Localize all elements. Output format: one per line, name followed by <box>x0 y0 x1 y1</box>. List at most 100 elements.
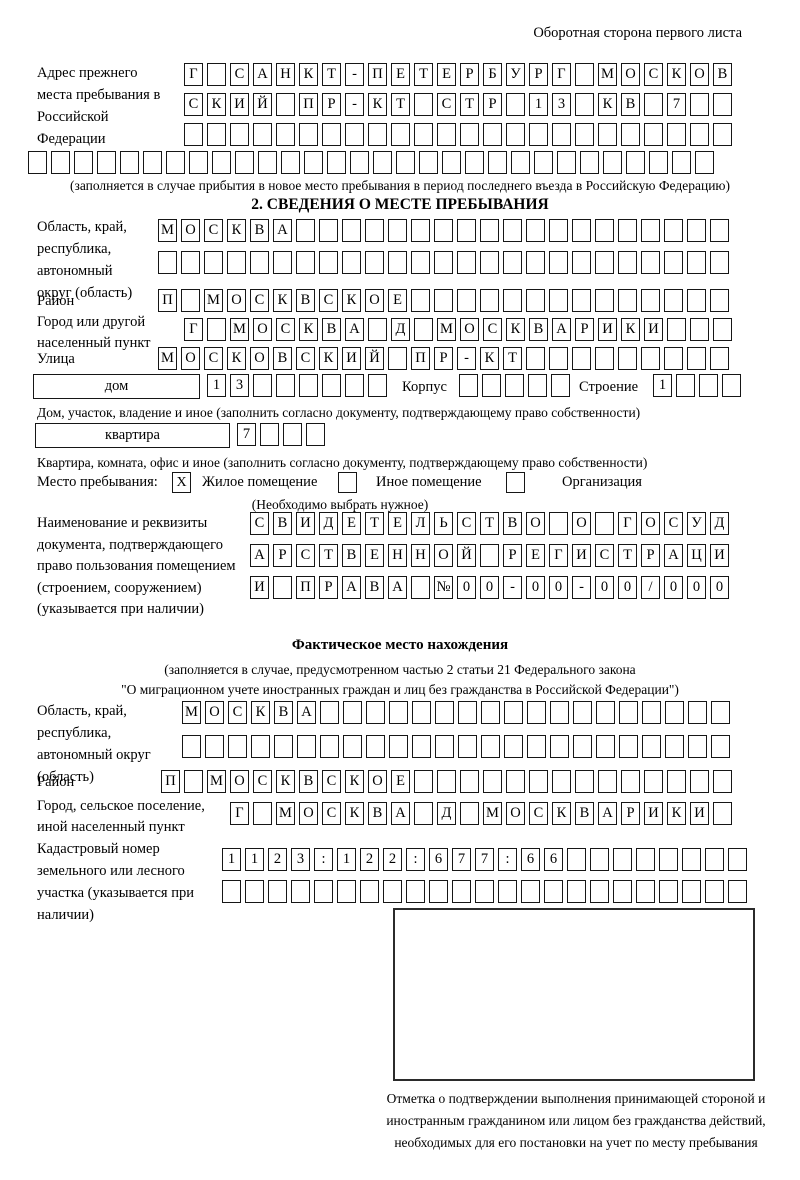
char-cell[interactable]: О <box>526 512 545 535</box>
char-cell[interactable]: : <box>498 848 517 871</box>
char-cell[interactable]: 6 <box>429 848 448 871</box>
char-cell[interactable]: Р <box>322 93 341 116</box>
char-cell[interactable]: Е <box>437 63 456 86</box>
char-cell[interactable] <box>613 848 632 871</box>
char-cell[interactable] <box>644 123 663 146</box>
char-cell[interactable]: Т <box>618 544 637 567</box>
char-cell[interactable] <box>482 374 501 397</box>
char-cell[interactable]: Г <box>549 544 568 567</box>
char-cell[interactable]: Б <box>483 63 502 86</box>
char-cell[interactable]: В <box>368 802 387 825</box>
char-cell[interactable]: В <box>365 576 384 599</box>
char-cell[interactable]: К <box>552 802 571 825</box>
char-cell[interactable] <box>667 318 686 341</box>
char-cell[interactable] <box>687 347 706 370</box>
char-cell[interactable] <box>342 219 361 242</box>
char-cell[interactable] <box>458 735 477 758</box>
char-cell[interactable] <box>388 219 407 242</box>
char-cell[interactable]: С <box>483 318 502 341</box>
char-cell[interactable] <box>687 289 706 312</box>
char-cell[interactable] <box>181 251 200 274</box>
char-cell[interactable]: 0 <box>664 576 683 599</box>
char-cell[interactable]: П <box>161 770 180 793</box>
char-cell[interactable] <box>690 318 709 341</box>
char-cell[interactable] <box>434 219 453 242</box>
char-cell[interactable] <box>572 347 591 370</box>
char-cell[interactable]: П <box>296 576 315 599</box>
char-cell[interactable]: Т <box>460 93 479 116</box>
char-cell[interactable] <box>659 848 678 871</box>
char-cell[interactable] <box>253 123 272 146</box>
char-cell[interactable] <box>549 289 568 312</box>
char-cell[interactable]: С <box>230 63 249 86</box>
char-cell[interactable] <box>619 701 638 724</box>
char-cell[interactable]: 3 <box>552 93 571 116</box>
char-cell[interactable]: Д <box>391 318 410 341</box>
char-cell[interactable] <box>641 347 660 370</box>
char-cell[interactable] <box>529 123 548 146</box>
char-cell[interactable] <box>641 289 660 312</box>
char-cell[interactable] <box>343 701 362 724</box>
char-cell[interactable] <box>207 63 226 86</box>
char-cell[interactable] <box>504 701 523 724</box>
char-cell[interactable] <box>728 848 747 871</box>
char-cell[interactable] <box>573 701 592 724</box>
char-cell[interactable]: 1 <box>653 374 672 397</box>
char-cell[interactable]: Г <box>618 512 637 535</box>
char-cell[interactable] <box>534 151 553 174</box>
char-cell[interactable] <box>619 735 638 758</box>
char-cell[interactable] <box>544 880 563 903</box>
char-cell[interactable] <box>526 289 545 312</box>
char-cell[interactable]: В <box>322 318 341 341</box>
char-cell[interactable] <box>411 219 430 242</box>
char-cell[interactable]: С <box>529 802 548 825</box>
char-cell[interactable] <box>644 770 663 793</box>
char-cell[interactable] <box>273 251 292 274</box>
char-cell[interactable]: И <box>572 544 591 567</box>
char-cell[interactable]: И <box>250 576 269 599</box>
char-cell[interactable]: С <box>276 318 295 341</box>
char-cell[interactable] <box>690 770 709 793</box>
char-cell[interactable]: 3 <box>230 374 249 397</box>
char-cell[interactable] <box>273 576 292 599</box>
char-cell[interactable] <box>688 701 707 724</box>
char-cell[interactable] <box>644 93 663 116</box>
char-cell[interactable] <box>682 880 701 903</box>
char-cell[interactable]: Д <box>319 512 338 535</box>
char-cell[interactable]: С <box>644 63 663 86</box>
char-cell[interactable]: О <box>205 701 224 724</box>
char-cell[interactable]: А <box>297 701 316 724</box>
char-cell[interactable] <box>419 151 438 174</box>
char-cell[interactable]: А <box>664 544 683 567</box>
char-cell[interactable] <box>297 735 316 758</box>
char-cell[interactable]: О <box>365 289 384 312</box>
char-cell[interactable]: К <box>480 347 499 370</box>
char-cell[interactable] <box>429 880 448 903</box>
char-cell[interactable]: 6 <box>521 848 540 871</box>
char-cell[interactable] <box>595 347 614 370</box>
dom-type-field[interactable]: дом <box>33 374 200 399</box>
char-cell[interactable] <box>551 374 570 397</box>
char-cell[interactable]: С <box>204 219 223 242</box>
char-cell[interactable]: - <box>457 347 476 370</box>
char-cell[interactable] <box>511 151 530 174</box>
char-cell[interactable] <box>296 251 315 274</box>
char-cell[interactable]: Е <box>391 770 410 793</box>
char-cell[interactable] <box>212 151 231 174</box>
char-cell[interactable] <box>184 770 203 793</box>
char-cell[interactable]: 1 <box>337 848 356 871</box>
char-cell[interactable] <box>613 880 632 903</box>
char-cell[interactable]: Е <box>388 289 407 312</box>
char-cell[interactable] <box>590 880 609 903</box>
char-cell[interactable] <box>572 251 591 274</box>
char-cell[interactable]: П <box>158 289 177 312</box>
char-cell[interactable]: М <box>483 802 502 825</box>
char-cell[interactable] <box>350 151 369 174</box>
char-cell[interactable] <box>276 374 295 397</box>
char-cell[interactable] <box>521 880 540 903</box>
char-cell[interactable] <box>435 701 454 724</box>
char-cell[interactable] <box>690 123 709 146</box>
char-cell[interactable] <box>235 151 254 174</box>
char-cell[interactable]: К <box>251 701 270 724</box>
char-cell[interactable] <box>483 123 502 146</box>
